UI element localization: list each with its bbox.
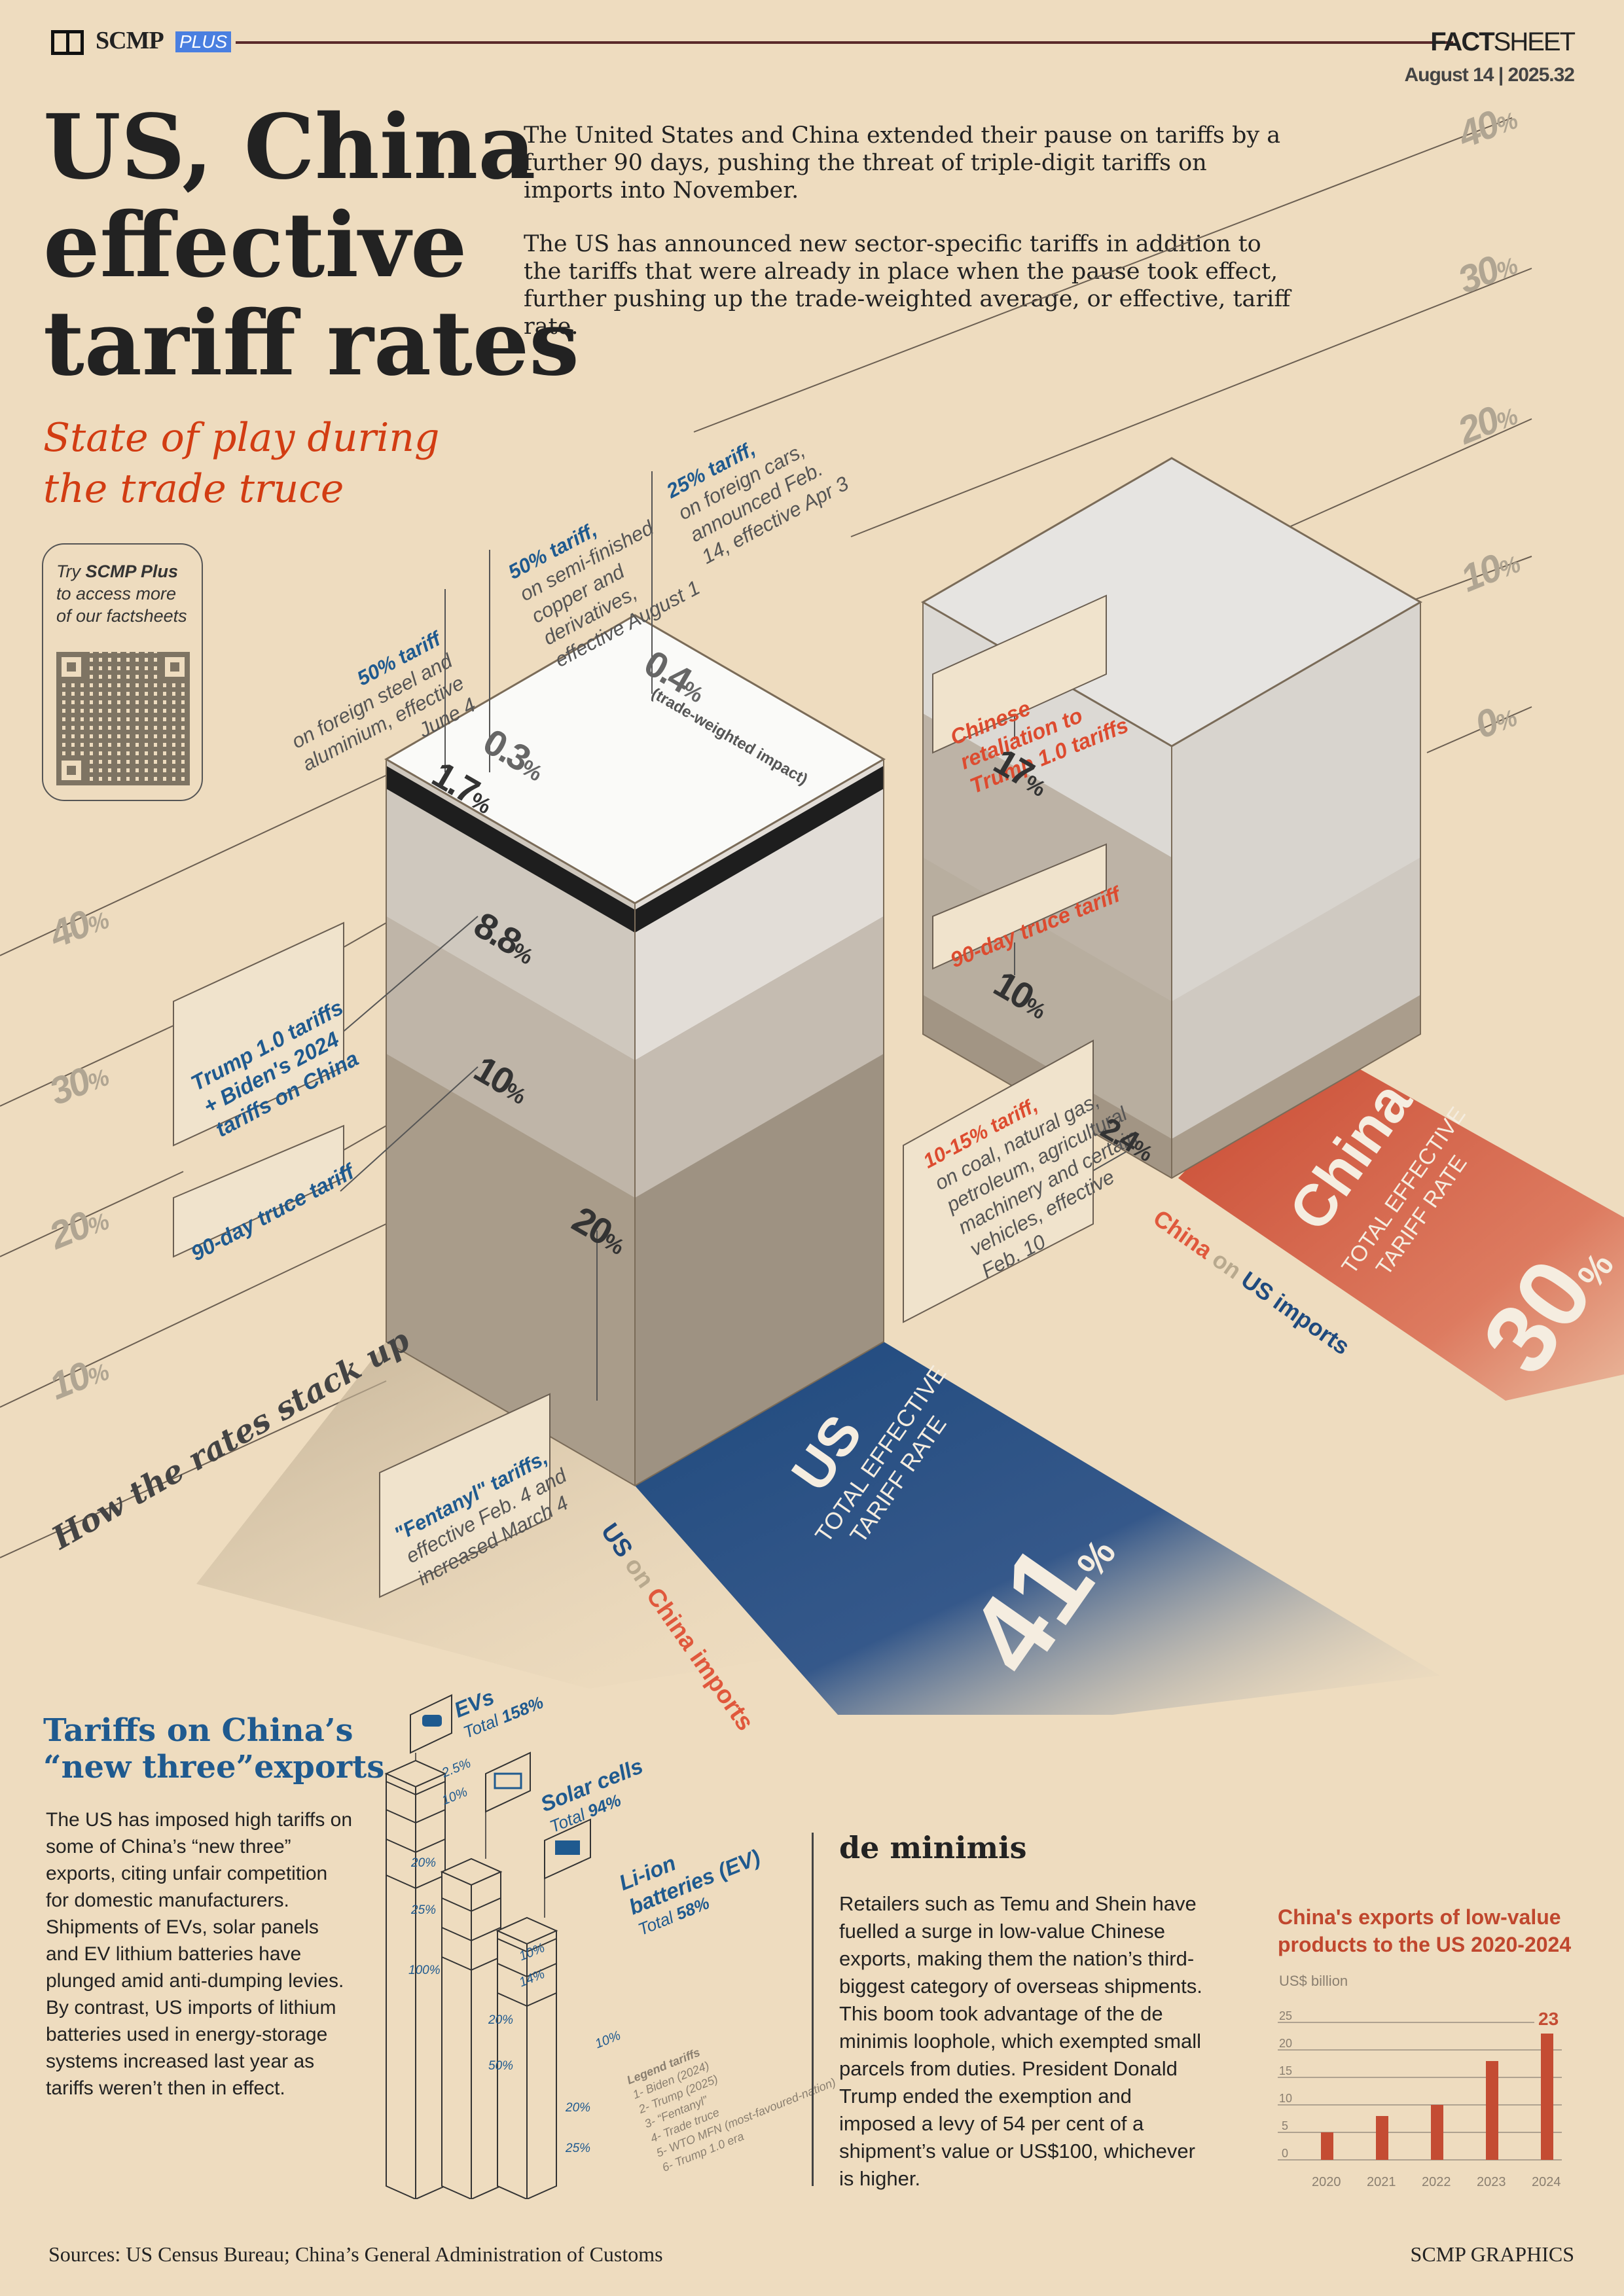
de-minimis-title: de minimis — [839, 1830, 1027, 1865]
svg-text:0: 0 — [1282, 2147, 1288, 2160]
battery-icon — [555, 1840, 580, 1855]
battery-seg-3: 20% — [566, 2101, 591, 2115]
page-subtitle: State of play during the trade truce — [43, 415, 440, 512]
new-three-columns-chart — [384, 1694, 591, 2199]
ev-seg-2: 25% — [411, 1903, 437, 1917]
new-three-body: The US has imposed high tariffs on some … — [46, 1809, 353, 2099]
svg-text:23: 23 — [1538, 2009, 1559, 2029]
sources: Sources: US Census Bureau; China’s Gener… — [48, 2242, 663, 2266]
header-rule — [236, 41, 1453, 44]
solar-panel-icon — [494, 1772, 522, 1789]
dateline: August 14 | 2025.32 — [1404, 64, 1575, 86]
scmp-plus-promo[interactable]: Try SCMP Plus to access more of our fact… — [42, 543, 203, 801]
svg-text:2024: 2024 — [1532, 2175, 1561, 2189]
ev-seg-3: 20% — [411, 1856, 437, 1870]
svg-text:2020: 2020 — [1312, 2175, 1341, 2189]
ev-car-icon — [422, 1715, 442, 1727]
isometric-tariff-chart — [0, 117, 1624, 1715]
svg-text:2023: 2023 — [1477, 2175, 1506, 2189]
svg-text:2021: 2021 — [1367, 2175, 1396, 2189]
intro-text: The United States and China extended the… — [524, 122, 1291, 340]
section-label: FACTSHEET — [1430, 27, 1576, 56]
brand-name: SCMP — [96, 27, 164, 54]
credit: SCMP GRAPHICS — [1410, 2242, 1574, 2266]
plus-badge: PLUS — [175, 31, 232, 52]
new-three-title: Tariffs on China’s “new three”exports — [43, 1712, 385, 1785]
bar-chart-title: China's exports of low-value products to … — [1278, 1905, 1572, 1956]
de-minimis-divider — [812, 1833, 814, 2186]
solar-seg-1: 50% — [488, 2059, 514, 2073]
qr-code-icon[interactable] — [56, 652, 190, 785]
svg-text:20: 20 — [1279, 2037, 1292, 2050]
svg-text:15: 15 — [1279, 2064, 1292, 2077]
svg-text:5: 5 — [1282, 2119, 1288, 2132]
scmp-logo-icon — [51, 30, 84, 55]
battery-seg-1: 25% — [566, 2142, 591, 2155]
promo-text: Try SCMP Plus to access more of our fact… — [56, 562, 187, 626]
page-title: US, China effective tariff rates — [43, 95, 579, 396]
svg-text:25: 25 — [1279, 2009, 1292, 2022]
de-minimis-body: Retailers such as Temu and Shein have fu… — [839, 1892, 1202, 2190]
solar-seg-3: 20% — [488, 2013, 514, 2027]
ev-seg-1: 100% — [408, 1964, 441, 1977]
low-value-exports-bar-chart: 0 5 10 15 20 25 23 2020 2021 2022 2023 2024 — [1278, 2009, 1562, 2189]
svg-text:10: 10 — [1279, 2092, 1292, 2105]
svg-text:2022: 2022 — [1422, 2175, 1451, 2189]
bar-chart-unit: US$ billion — [1279, 1973, 1348, 1989]
